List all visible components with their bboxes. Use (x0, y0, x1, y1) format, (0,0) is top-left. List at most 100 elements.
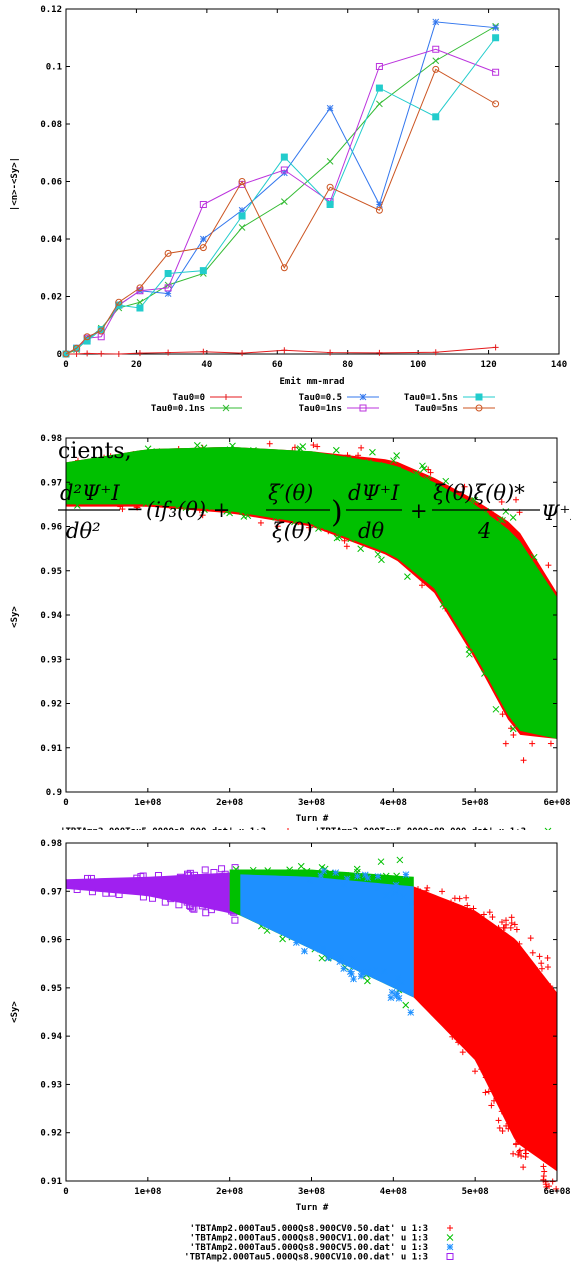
data-point (173, 503, 181, 511)
data-point (499, 516, 506, 524)
overlay-close-paren: ) (331, 495, 343, 530)
data-point (513, 496, 520, 503)
data-point (376, 100, 383, 108)
data-point (229, 442, 236, 450)
series-4 (62, 34, 500, 358)
data-point (231, 916, 239, 924)
data-point (459, 617, 467, 625)
overlay-frac3-num: dΨ⁺I (348, 481, 400, 505)
data-point (73, 351, 80, 357)
data-point (281, 347, 288, 354)
data-point (478, 1059, 485, 1066)
data-point (357, 972, 365, 980)
data-point (499, 1128, 506, 1135)
x-tick-label: 140 (551, 360, 567, 370)
data-point (73, 502, 81, 509)
x-tick-label: 1e+08 (134, 1187, 161, 1197)
y-tick-label: 0.93 (40, 1080, 62, 1090)
data-point (424, 884, 431, 891)
y-tick-label: 0.02 (40, 293, 62, 303)
x-tick-label: 100 (410, 360, 426, 370)
data-point (347, 535, 355, 543)
data-point (314, 443, 321, 450)
data-point (303, 867, 311, 875)
data-point (511, 1128, 518, 1135)
series-line (65, 25, 496, 355)
y-tick-label: 0.12 (40, 5, 62, 15)
data-point (463, 894, 470, 901)
data-point (318, 954, 326, 962)
data-point (164, 249, 172, 257)
data-point (365, 967, 373, 975)
data-point (390, 457, 397, 465)
data-point (98, 350, 105, 357)
data-point (474, 1050, 481, 1057)
data-point (393, 989, 401, 997)
y-tick-label: 0.95 (40, 567, 62, 577)
x-tick-label: 120 (480, 360, 496, 370)
data-point (511, 921, 518, 928)
data-point (502, 508, 510, 515)
data-point (463, 626, 471, 634)
data-point (167, 895, 175, 903)
data-point (380, 967, 388, 975)
data-point (511, 701, 519, 709)
data-point (164, 270, 172, 277)
data-point (419, 462, 426, 470)
data-point (522, 1150, 529, 1157)
data-point (374, 873, 382, 880)
data-point (377, 858, 385, 866)
data-point (480, 911, 487, 918)
data-point (492, 100, 500, 108)
series-line (65, 37, 497, 355)
data-point (472, 914, 479, 921)
data-point (512, 1141, 519, 1148)
data-point (402, 871, 410, 878)
data-point (449, 1033, 456, 1040)
data-point (200, 444, 208, 452)
data-point (482, 1074, 489, 1081)
data-point (351, 882, 359, 890)
data-point (88, 888, 96, 896)
data-point (507, 924, 514, 931)
data-point (84, 350, 91, 357)
data-point (396, 856, 404, 864)
data-point (536, 953, 543, 960)
data-point (402, 1001, 410, 1009)
legend-marker (446, 1253, 454, 1260)
data-point (383, 543, 390, 550)
data-point (391, 889, 398, 897)
data-point (544, 954, 551, 961)
data-point (320, 867, 328, 875)
legend-label: Tau0=0.1ns (151, 404, 205, 414)
data-point (249, 866, 257, 874)
legend-item: 'TBTAmp2.000Tau5.000Qs8.900CV10.00.dat' … (184, 1253, 454, 1263)
data-point (481, 670, 488, 677)
legend-item: Tau0=0.5 (299, 393, 379, 403)
data-point (164, 290, 172, 297)
data-point (375, 461, 383, 469)
data-point (482, 657, 490, 665)
data-point (183, 898, 191, 906)
data-point (503, 917, 510, 924)
data-point (442, 1022, 449, 1029)
data-point (201, 866, 209, 874)
data-point (343, 875, 351, 883)
data-point (353, 865, 361, 873)
data-point (280, 264, 288, 272)
x-tick-label: 0 (63, 798, 68, 808)
y-tick-label: 0.04 (40, 235, 62, 245)
data-point (62, 350, 70, 358)
data-point (358, 968, 366, 976)
data-point (361, 871, 369, 879)
data-point (320, 944, 327, 952)
data-point (272, 514, 280, 521)
x-tick-label: 20 (131, 360, 142, 370)
data-point (335, 533, 343, 541)
legend-item: Tau0=0 (172, 393, 242, 403)
overlay-plus: + (410, 499, 428, 523)
data-point (533, 713, 540, 721)
data-point (498, 498, 505, 505)
data-point (500, 924, 507, 931)
data-point (136, 350, 143, 357)
